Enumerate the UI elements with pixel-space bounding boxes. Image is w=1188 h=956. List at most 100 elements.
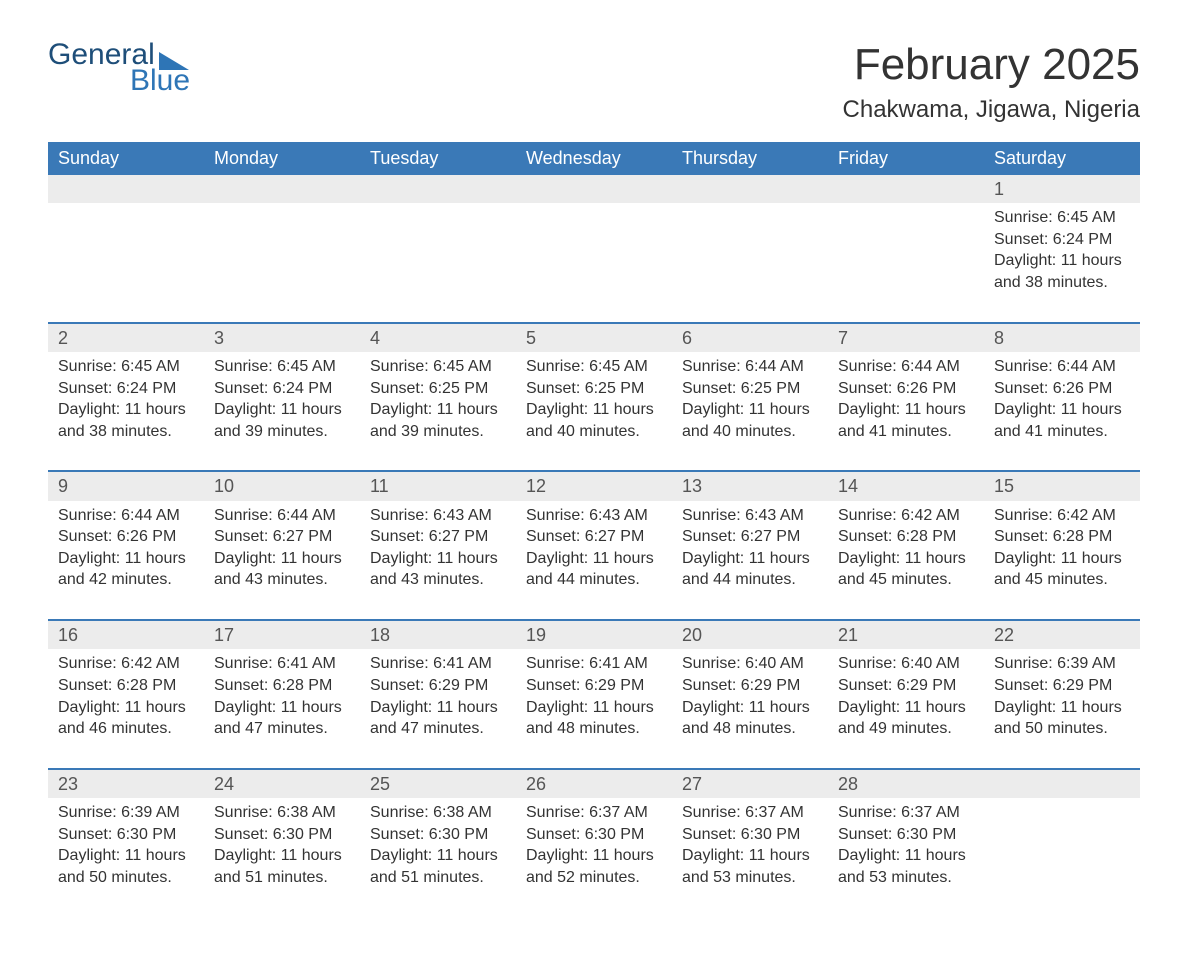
calendar-cell: 24Sunrise: 6:38 AMSunset: 6:30 PMDayligh…: [204, 770, 360, 917]
day-number: 15: [984, 472, 1140, 500]
sunrise-text: Sunrise: 6:37 AM: [682, 802, 818, 824]
column-header: Wednesday: [516, 142, 672, 175]
sunset-text: Sunset: 6:28 PM: [994, 526, 1130, 548]
day-details: Sunrise: 6:39 AMSunset: 6:30 PMDaylight:…: [54, 802, 198, 888]
sunrise-text: Sunrise: 6:40 AM: [682, 653, 818, 675]
day-details: Sunrise: 6:44 AMSunset: 6:26 PMDaylight:…: [834, 356, 978, 442]
daylight-text: Daylight: 11 hours and 40 minutes.: [526, 399, 662, 442]
sunset-text: Sunset: 6:28 PM: [838, 526, 974, 548]
sunrise-text: Sunrise: 6:38 AM: [214, 802, 350, 824]
daylight-text: Daylight: 11 hours and 43 minutes.: [370, 548, 506, 591]
calendar-cell: 18Sunrise: 6:41 AMSunset: 6:29 PMDayligh…: [360, 621, 516, 768]
daylight-text: Daylight: 11 hours and 53 minutes.: [682, 845, 818, 888]
daylight-text: Daylight: 11 hours and 50 minutes.: [58, 845, 194, 888]
calendar-cell: 23Sunrise: 6:39 AMSunset: 6:30 PMDayligh…: [48, 770, 204, 917]
day-number: 21: [828, 621, 984, 649]
sunset-text: Sunset: 6:29 PM: [370, 675, 506, 697]
sunrise-text: Sunrise: 6:44 AM: [214, 505, 350, 527]
day-details: Sunrise: 6:41 AMSunset: 6:28 PMDaylight:…: [210, 653, 354, 739]
day-details: Sunrise: 6:37 AMSunset: 6:30 PMDaylight:…: [834, 802, 978, 888]
daylight-text: Daylight: 11 hours and 48 minutes.: [682, 697, 818, 740]
sunset-text: Sunset: 6:30 PM: [682, 824, 818, 846]
sunset-text: Sunset: 6:29 PM: [838, 675, 974, 697]
day-number: 25: [360, 770, 516, 798]
day-details: Sunrise: 6:37 AMSunset: 6:30 PMDaylight:…: [522, 802, 666, 888]
calendar-cell: 20Sunrise: 6:40 AMSunset: 6:29 PMDayligh…: [672, 621, 828, 768]
sunrise-text: Sunrise: 6:39 AM: [58, 802, 194, 824]
sunrise-text: Sunrise: 6:45 AM: [370, 356, 506, 378]
day-number: [672, 175, 828, 203]
calendar-cell: 21Sunrise: 6:40 AMSunset: 6:29 PMDayligh…: [828, 621, 984, 768]
day-number: 3: [204, 324, 360, 352]
daylight-text: Daylight: 11 hours and 40 minutes.: [682, 399, 818, 442]
calendar-cell: 6Sunrise: 6:44 AMSunset: 6:25 PMDaylight…: [672, 324, 828, 471]
sunrise-text: Sunrise: 6:44 AM: [838, 356, 974, 378]
day-details: Sunrise: 6:43 AMSunset: 6:27 PMDaylight:…: [522, 505, 666, 591]
day-number: 27: [672, 770, 828, 798]
sunset-text: Sunset: 6:24 PM: [214, 378, 350, 400]
sunset-text: Sunset: 6:27 PM: [370, 526, 506, 548]
sunset-text: Sunset: 6:24 PM: [58, 378, 194, 400]
daylight-text: Daylight: 11 hours and 47 minutes.: [214, 697, 350, 740]
sunrise-text: Sunrise: 6:43 AM: [526, 505, 662, 527]
calendar-cell: 2Sunrise: 6:45 AMSunset: 6:24 PMDaylight…: [48, 324, 204, 471]
calendar-cell-blank: [516, 175, 672, 322]
day-number: 22: [984, 621, 1140, 649]
calendar-cell-blank: [828, 175, 984, 322]
day-number: 8: [984, 324, 1140, 352]
daylight-text: Daylight: 11 hours and 48 minutes.: [526, 697, 662, 740]
location-label: Chakwama, Jigawa, Nigeria: [843, 96, 1140, 124]
daylight-text: Daylight: 11 hours and 41 minutes.: [994, 399, 1130, 442]
sunrise-text: Sunrise: 6:44 AM: [682, 356, 818, 378]
daylight-text: Daylight: 11 hours and 38 minutes.: [58, 399, 194, 442]
sunset-text: Sunset: 6:25 PM: [526, 378, 662, 400]
day-number: 12: [516, 472, 672, 500]
day-number: 28: [828, 770, 984, 798]
calendar-cell: 13Sunrise: 6:43 AMSunset: 6:27 PMDayligh…: [672, 472, 828, 619]
sunset-text: Sunset: 6:30 PM: [370, 824, 506, 846]
calendar-cell: 12 Sunrise: 6:43 AMSunset: 6:27 PMDayligh…: [516, 472, 672, 619]
sunset-text: Sunset: 6:30 PM: [214, 824, 350, 846]
calendar-cell: 17Sunrise: 6:41 AMSunset: 6:28 PMDayligh…: [204, 621, 360, 768]
calendar-week-row: 9Sunrise: 6:44 AMSunset: 6:26 PMDaylight…: [48, 472, 1140, 619]
sunrise-text: Sunrise: 6:45 AM: [526, 356, 662, 378]
day-details: Sunrise: 6:42 AMSunset: 6:28 PMDaylight:…: [990, 505, 1134, 591]
sunrise-text: Sunrise: 6:41 AM: [526, 653, 662, 675]
calendar-header-row: SundayMondayTuesdayWednesdayThursdayFrid…: [48, 142, 1140, 175]
calendar-cell: 25Sunrise: 6:38 AMSunset: 6:30 PMDayligh…: [360, 770, 516, 917]
sunset-text: Sunset: 6:28 PM: [58, 675, 194, 697]
daylight-text: Daylight: 11 hours and 53 minutes.: [838, 845, 974, 888]
daylight-text: Daylight: 11 hours and 42 minutes.: [58, 548, 194, 591]
calendar-cell: 9Sunrise: 6:44 AMSunset: 6:26 PMDaylight…: [48, 472, 204, 619]
logo: General Blue: [48, 40, 190, 96]
sunrise-text: Sunrise: 6:44 AM: [58, 505, 194, 527]
column-header: Sunday: [48, 142, 204, 175]
calendar-cell: 28 Sunrise: 6:37 AMSunset: 6:30 PMDayligh…: [828, 770, 984, 917]
day-number: 1: [984, 175, 1140, 203]
column-header: Monday: [204, 142, 360, 175]
calendar-cell: 5Sunrise: 6:45 AMSunset: 6:25 PMDaylight…: [516, 324, 672, 471]
sunrise-text: Sunrise: 6:40 AM: [838, 653, 974, 675]
sunset-text: Sunset: 6:26 PM: [58, 526, 194, 548]
sunrise-text: Sunrise: 6:41 AM: [214, 653, 350, 675]
column-header: Tuesday: [360, 142, 516, 175]
day-details: Sunrise: 6:39 AMSunset: 6:29 PMDaylight:…: [990, 653, 1134, 739]
calendar-cell-blank: [360, 175, 516, 322]
calendar-table: SundayMondayTuesdayWednesdayThursdayFrid…: [48, 142, 1140, 916]
daylight-text: Daylight: 11 hours and 46 minutes.: [58, 697, 194, 740]
sunset-text: Sunset: 6:25 PM: [370, 378, 506, 400]
day-details: Sunrise: 6:45 AMSunset: 6:24 PMDaylight:…: [990, 207, 1134, 293]
day-details: Sunrise: 6:44 AMSunset: 6:26 PMDaylight:…: [990, 356, 1134, 442]
calendar-cell: 11Sunrise: 6:43 AMSunset: 6:27 PMDayligh…: [360, 472, 516, 619]
daylight-text: Daylight: 11 hours and 50 minutes.: [994, 697, 1130, 740]
day-details: Sunrise: 6:44 AMSunset: 6:26 PMDaylight:…: [54, 505, 198, 591]
day-number: 10: [204, 472, 360, 500]
day-number: 4: [360, 324, 516, 352]
day-number: 11: [360, 472, 516, 500]
day-number: [48, 175, 204, 203]
calendar-cell: 7Sunrise: 6:44 AMSunset: 6:26 PMDaylight…: [828, 324, 984, 471]
daylight-text: Daylight: 11 hours and 45 minutes.: [994, 548, 1130, 591]
day-number: [516, 175, 672, 203]
sunrise-text: Sunrise: 6:37 AM: [838, 802, 974, 824]
day-number: 20: [672, 621, 828, 649]
